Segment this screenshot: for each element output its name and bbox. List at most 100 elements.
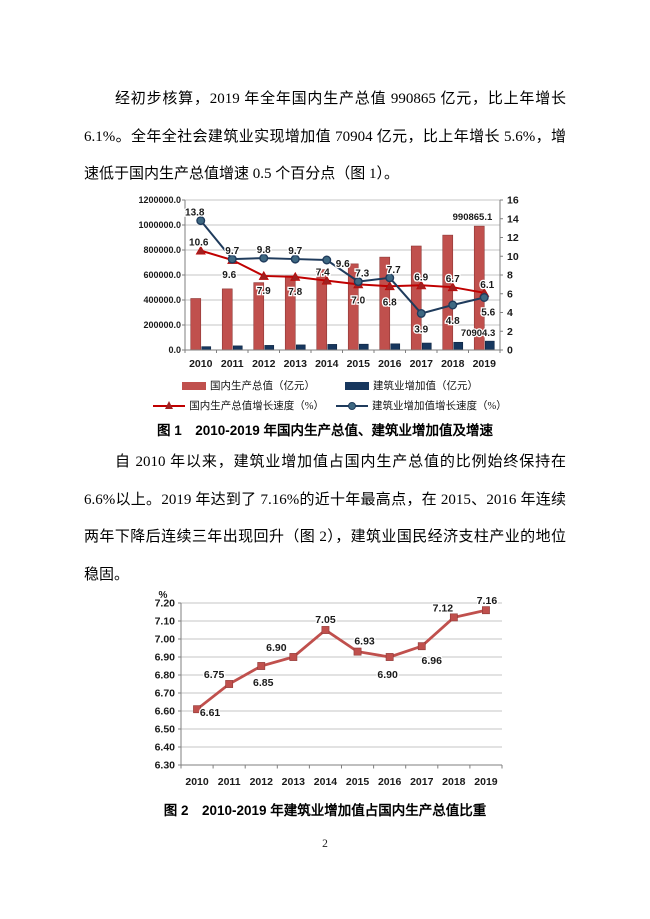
svg-text:9.8: 9.8: [257, 245, 271, 256]
svg-text:400000.0: 400000.0: [143, 295, 181, 305]
svg-text:2019: 2019: [473, 358, 497, 370]
svg-text:0.0: 0.0: [168, 345, 181, 355]
svg-text:6: 6: [507, 288, 513, 300]
svg-text:2014: 2014: [314, 776, 338, 788]
legend-item-gdp-bar: 国内生产总值（亿元）: [182, 378, 315, 393]
svg-text:2019: 2019: [474, 776, 498, 788]
svg-text:7.8: 7.8: [288, 287, 302, 298]
svg-text:6.8: 6.8: [383, 297, 397, 308]
svg-text:2011: 2011: [221, 358, 244, 370]
svg-text:2015: 2015: [346, 776, 370, 788]
figure1-legend-row2: 国内生产总值增长速度（%） 建筑业增加值增长速度（%）: [130, 398, 530, 413]
legend-label-construction-growth: 建筑业增加值增长速度（%）: [372, 401, 507, 412]
svg-text:6.85: 6.85: [253, 677, 274, 689]
svg-text:7.9: 7.9: [257, 286, 271, 297]
construction-growth-line-swatch: [336, 401, 368, 411]
svg-text:9.6: 9.6: [222, 270, 236, 281]
svg-text:2015: 2015: [347, 358, 371, 370]
svg-text:6.7: 6.7: [446, 274, 460, 285]
svg-text:4: 4: [507, 307, 513, 319]
page-number: 2: [322, 838, 328, 850]
svg-text:6.90: 6.90: [155, 652, 176, 664]
svg-text:7.0: 7.0: [351, 295, 365, 306]
svg-text:2014: 2014: [315, 358, 339, 370]
svg-text:6.90: 6.90: [266, 642, 287, 654]
svg-text:2010: 2010: [189, 358, 213, 370]
figure2-caption: 图 2 2010-2019 年建筑业增加值占国内生产总值比重: [163, 803, 487, 818]
legend-label-gdp-bar: 国内生产总值（亿元）: [210, 381, 315, 392]
figure1-caption: 图 1 2010-2019 年国内生产总值、建筑业增加值及增速: [156, 423, 494, 438]
svg-text:9.7: 9.7: [288, 246, 302, 257]
svg-text:7.12: 7.12: [433, 602, 454, 614]
svg-text:6.60: 6.60: [155, 706, 176, 718]
figure1-legend-row1: 国内生产总值（亿元） 建筑业增加值（亿元）: [130, 378, 530, 393]
svg-text:2017: 2017: [410, 358, 434, 370]
svg-text:6.93: 6.93: [354, 636, 375, 648]
legend-item-construction-growth: 建筑业增加值增长速度（%）: [336, 398, 507, 413]
svg-text:%: %: [159, 590, 168, 601]
svg-text:990865.1: 990865.1: [453, 212, 493, 223]
svg-text:6.50: 6.50: [155, 724, 176, 736]
svg-text:7.05: 7.05: [315, 614, 336, 626]
svg-text:6.9: 6.9: [414, 272, 428, 283]
svg-text:6.61: 6.61: [200, 707, 221, 719]
svg-text:800000.0: 800000.0: [143, 245, 181, 255]
svg-text:10: 10: [507, 251, 519, 263]
svg-text:9.6: 9.6: [336, 259, 350, 270]
svg-text:7.4: 7.4: [316, 268, 330, 279]
svg-text:6.90: 6.90: [377, 669, 398, 681]
svg-text:6.70: 6.70: [155, 688, 176, 700]
svg-text:6.30: 6.30: [155, 760, 176, 772]
svg-text:8: 8: [507, 270, 513, 282]
svg-text:6.75: 6.75: [204, 669, 225, 681]
svg-text:5.6: 5.6: [481, 308, 495, 319]
paragraph-gdp-summary: 经初步核算，2019 年全年国内生产总值 990865 亿元，比上年增长 6.1…: [84, 91, 566, 182]
svg-text:7.20: 7.20: [155, 598, 176, 610]
svg-text:2: 2: [507, 326, 513, 338]
svg-text:3.9: 3.9: [414, 324, 428, 335]
svg-text:6.1: 6.1: [480, 280, 494, 291]
legend-label-construction-bar: 建筑业增加值（亿元）: [373, 381, 478, 392]
svg-text:70904.3: 70904.3: [461, 328, 495, 339]
svg-text:2013: 2013: [284, 358, 308, 370]
gdp-bar-swatch: [182, 381, 206, 390]
paragraph-ratio-summary: 自 2010 年以来，建筑业增加值占国内生产总值的比例始终保持在 6.6%以上。…: [84, 454, 566, 583]
svg-text:600000.0: 600000.0: [143, 270, 181, 280]
svg-text:10.6: 10.6: [189, 238, 209, 249]
svg-text:1000000.0: 1000000.0: [138, 220, 181, 230]
svg-text:1200000.0: 1200000.0: [138, 195, 181, 205]
svg-text:2018: 2018: [441, 358, 465, 370]
svg-text:9.7: 9.7: [225, 246, 239, 257]
svg-text:2013: 2013: [282, 776, 306, 788]
figure1-chart: 0.0 200000.0 400000.0 600000.0 800000.0 10000…: [138, 195, 519, 371]
svg-text:16: 16: [507, 195, 519, 207]
svg-text:7.16: 7.16: [477, 595, 498, 607]
gdp-growth-line-swatch: [153, 400, 186, 411]
svg-text:7.7: 7.7: [387, 265, 401, 276]
legend-label-gdp-growth: 国内生产总值增长速度（%）: [189, 401, 324, 412]
svg-text:2010: 2010: [185, 776, 209, 788]
legend-item-construction-bar: 建筑业增加值（亿元）: [345, 378, 478, 393]
svg-text:14: 14: [507, 213, 519, 225]
svg-text:200000.0: 200000.0: [143, 320, 181, 330]
legend-item-gdp-growth: 国内生产总值增长速度（%）: [153, 398, 324, 413]
svg-text:2012: 2012: [250, 776, 274, 788]
svg-text:2018: 2018: [442, 776, 466, 788]
figure2-chart: % 6.30 6.40 6.50 6.60 6.70 6.80 6.90 7.00 7.10 7.2…: [155, 590, 503, 788]
svg-text:4.8: 4.8: [446, 316, 460, 327]
svg-text:2011: 2011: [218, 776, 241, 788]
svg-text:2017: 2017: [410, 776, 434, 788]
svg-text:13.8: 13.8: [185, 208, 205, 219]
svg-text:2016: 2016: [378, 358, 402, 370]
svg-text:7.3: 7.3: [355, 269, 369, 280]
svg-text:12: 12: [507, 232, 519, 244]
construction-bar-swatch: [345, 381, 369, 390]
svg-text:7.10: 7.10: [155, 616, 176, 628]
svg-text:0: 0: [507, 345, 513, 357]
svg-text:6.40: 6.40: [155, 742, 176, 754]
svg-text:7.00: 7.00: [155, 634, 176, 646]
svg-text:2016: 2016: [378, 776, 402, 788]
svg-text:2012: 2012: [252, 358, 276, 370]
svg-text:6.80: 6.80: [155, 670, 176, 682]
